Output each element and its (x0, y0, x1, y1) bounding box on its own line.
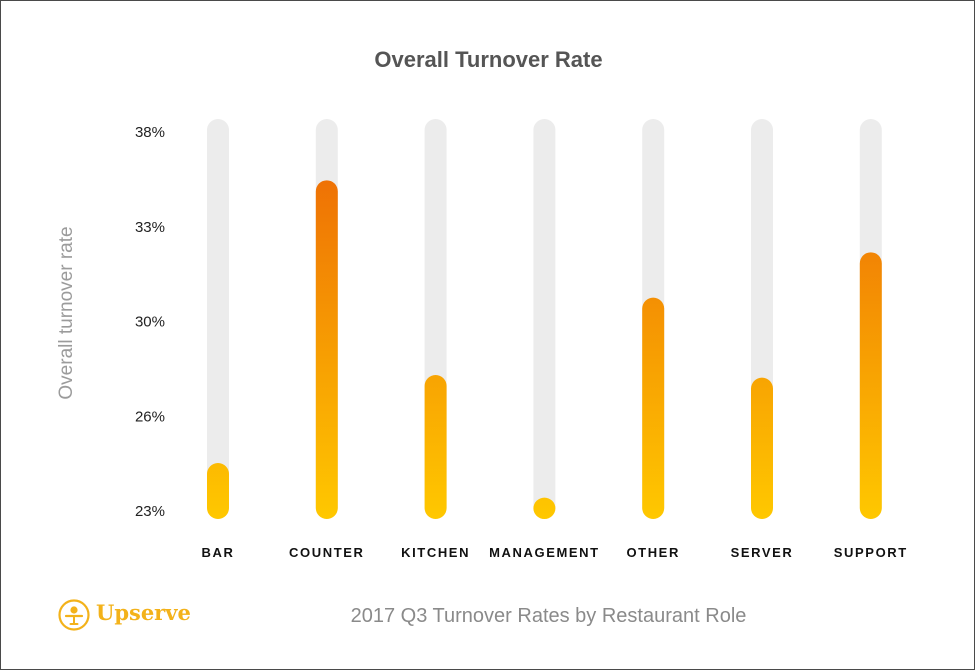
chart-caption: 2017 Q3 Turnover Rates by Restaurant Rol… (350, 605, 747, 627)
y-tick-label: 33% (135, 219, 165, 236)
y-tick-label: 26% (135, 408, 165, 425)
x-category-label: SUPPORT (834, 545, 908, 560)
y-tick-label: 38% (135, 124, 165, 141)
bars (207, 180, 882, 520)
x-category-label: SERVER (731, 545, 794, 560)
bar-bar (207, 463, 229, 519)
x-category-label: KITCHEN (401, 545, 470, 560)
bar-other (642, 297, 665, 519)
bar-track (533, 119, 556, 519)
y-tick-label: 23% (135, 503, 165, 520)
x-category-label: OTHER (626, 545, 680, 560)
bar-tracks (207, 119, 882, 519)
bar-server (751, 377, 773, 519)
chart-title: Overall Turnover Rate (374, 47, 603, 72)
x-category-label: COUNTER (289, 545, 364, 560)
x-category-label: BAR (202, 545, 235, 560)
bar-track (207, 119, 229, 519)
x-axis-labels: BAR COUNTER KITCHEN MANAGEMENT OTHER SERVER SU… (202, 545, 908, 560)
bar-management (533, 497, 556, 519)
y-axis-ticks: 38% 33% 30% 26% 23% (135, 124, 165, 520)
x-category-label: MANAGEMENT (489, 545, 600, 560)
brand-name: Upserve (96, 600, 191, 625)
y-tick-label: 30% (135, 314, 165, 331)
bar-support (859, 252, 882, 520)
upserve-logo-icon (58, 599, 90, 631)
bar-counter (315, 180, 338, 520)
bar-kitchen (424, 375, 447, 519)
